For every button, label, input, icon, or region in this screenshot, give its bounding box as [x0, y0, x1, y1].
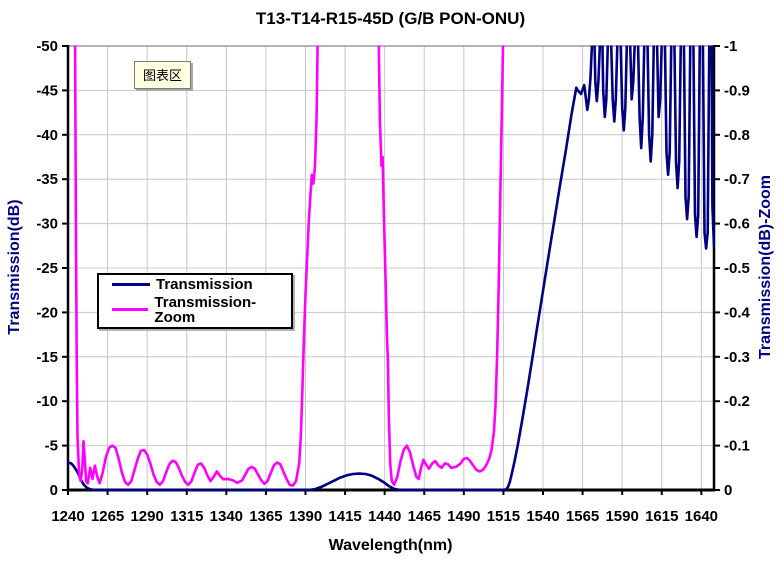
- legend[interactable]: Transmission Transmission-Zoom: [97, 273, 293, 329]
- y-left-tick-label: -25: [36, 260, 58, 277]
- y-right-tick-label: -0.7: [724, 171, 750, 188]
- y-right-tick-label: -0.6: [724, 216, 750, 233]
- y-left-tick-label: -45: [36, 82, 58, 99]
- y-left-tick-label: -5: [45, 438, 58, 455]
- x-tick-label: 1465: [408, 508, 441, 525]
- y-left-tick-label: -30: [36, 216, 58, 233]
- x-tick-label: 1265: [91, 508, 124, 525]
- y-right-tick-label: -1: [724, 38, 737, 55]
- y-right-tick-label: 0: [724, 482, 732, 499]
- x-tick-label: 1390: [289, 508, 322, 525]
- legend-swatch-transmission: [112, 283, 150, 287]
- x-tick-label: 1290: [130, 508, 163, 525]
- y-right-tick-label: -0.2: [724, 393, 750, 410]
- x-tick-label: 1315: [170, 508, 203, 525]
- y-right-tick-label: -0.1: [724, 438, 750, 455]
- x-tick-label: 1240: [51, 508, 84, 525]
- y-axis-left-title: Transmission(dB): [6, 199, 23, 335]
- legend-item[interactable]: Transmission-Zoom: [112, 295, 291, 325]
- x-tick-label: 1515: [487, 508, 520, 525]
- x-tick-label: 1540: [526, 508, 559, 525]
- x-tick-label: 1590: [605, 508, 638, 525]
- chart-title: T13-T14-R15-45D (G/B PON-ONU): [255, 9, 526, 28]
- y-right-tick-label: -0.9: [724, 82, 750, 99]
- legend-label: Transmission-Zoom: [154, 293, 257, 326]
- y-left-tick-label: -15: [36, 349, 58, 366]
- y-left-tick-label: -40: [36, 127, 58, 144]
- y-left-tick-label: -20: [36, 304, 58, 321]
- legend-item[interactable]: Transmission: [112, 277, 291, 292]
- x-tick-label: 1440: [368, 508, 401, 525]
- x-tick-label: 1365: [249, 508, 282, 525]
- legend-label: Transmission: [156, 276, 253, 294]
- y-left-tick-label: -35: [36, 171, 58, 188]
- y-axis-right-title: Transmission(dB)-Zoom: [757, 174, 774, 360]
- x-axis-title: Wavelength(nm): [328, 537, 453, 554]
- x-tick-label: 1615: [645, 508, 678, 525]
- y-left-tick-label: -10: [36, 393, 58, 410]
- series-line-transmission: [67, 45, 715, 492]
- y-right-tick-label: -0.5: [724, 260, 750, 277]
- x-tick-label: 1640: [685, 508, 718, 525]
- x-tick-label: 1340: [210, 508, 243, 525]
- chart-area-tooltip: 图表区: [134, 61, 192, 89]
- y-left-tick-label: -50: [36, 38, 58, 55]
- x-tick-label: 1565: [566, 508, 599, 525]
- y-right-tick-label: -0.8: [724, 127, 750, 144]
- legend-swatch-transmission-zoom: [112, 308, 149, 312]
- y-left-tick-label: 0: [50, 482, 58, 499]
- x-tick-label: 1490: [447, 508, 480, 525]
- x-tick-label: 1415: [328, 508, 361, 525]
- y-right-tick-label: -0.3: [724, 349, 750, 366]
- y-right-tick-label: -0.4: [724, 304, 751, 321]
- series-line-transmission-zoom: [73, 45, 505, 487]
